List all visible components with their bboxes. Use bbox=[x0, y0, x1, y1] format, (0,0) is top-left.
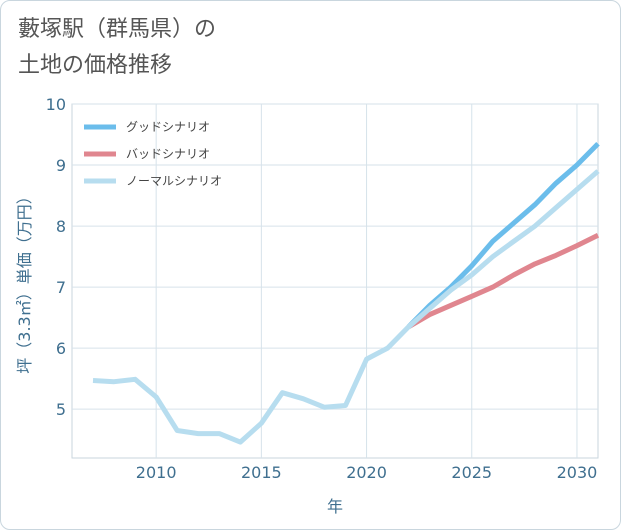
x-axis-label: 年 bbox=[327, 497, 343, 516]
y-axis-label: 坪（3.3㎡）単価（万円） bbox=[15, 188, 34, 373]
tick-labels: 2010 2015 2020 2025 2030 5 6 7 8 9 10 bbox=[46, 95, 598, 482]
x-tick-label: 2025 bbox=[451, 463, 492, 482]
x-tick-label: 2010 bbox=[136, 463, 177, 482]
chart-title: 藪塚駅（群馬県）の 土地の価格推移 bbox=[18, 17, 217, 78]
x-tick-label: 2015 bbox=[241, 463, 282, 482]
y-tick-label: 5 bbox=[56, 400, 66, 419]
legend-label: ノーマルシナリオ bbox=[126, 174, 222, 188]
series-line-3 bbox=[92, 169, 600, 445]
y-tick-label: 6 bbox=[56, 339, 66, 358]
y-tick-label: 8 bbox=[56, 217, 66, 236]
y-tick-label: 7 bbox=[56, 278, 66, 297]
legend-label: グッドシナリオ bbox=[126, 120, 210, 134]
y-tick-label: 9 bbox=[56, 156, 66, 175]
y-tick-label: 10 bbox=[46, 95, 66, 114]
legend-label: バッドシナリオ bbox=[126, 147, 210, 161]
series-line-2 bbox=[407, 232, 600, 329]
x-tick-label: 2030 bbox=[557, 463, 598, 482]
x-tick-label: 2020 bbox=[346, 463, 387, 482]
series-lines bbox=[92, 141, 600, 445]
